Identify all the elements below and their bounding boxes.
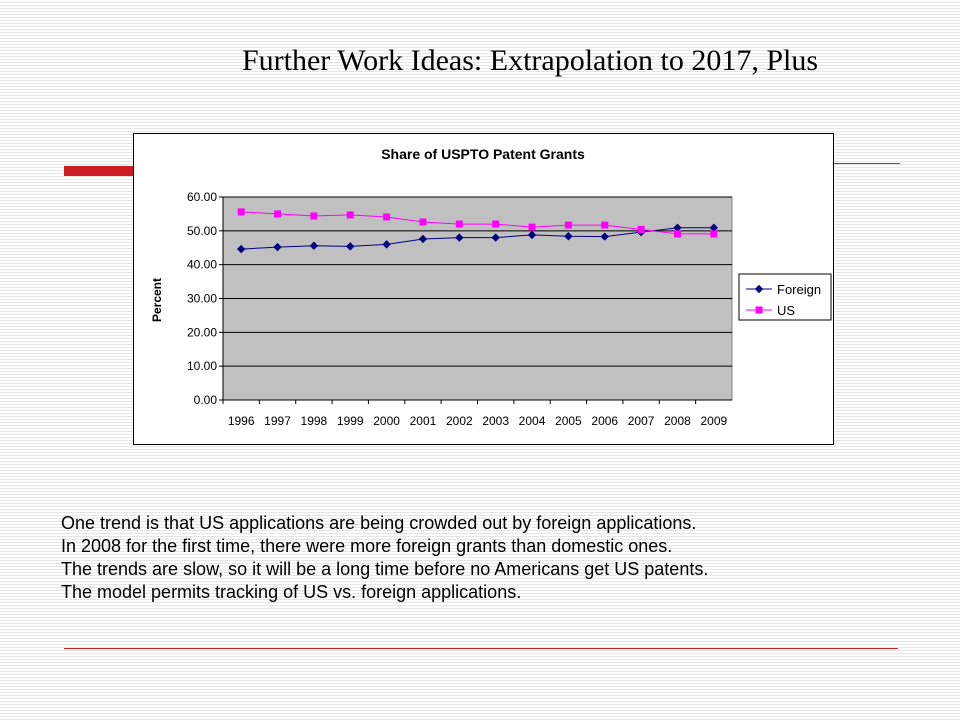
data-point-us: [710, 230, 718, 238]
y-tick-label: 10.00: [187, 359, 217, 373]
legend-label-us: US: [777, 303, 795, 318]
x-tick-label: 2001: [410, 414, 437, 428]
x-tick-label: 2008: [664, 414, 691, 428]
data-point-foreign: [455, 233, 464, 242]
data-point-foreign: [418, 234, 428, 244]
legend-label-foreign: Foreign: [777, 282, 821, 297]
data-point-foreign: [236, 244, 246, 254]
decorative-red-bar: [64, 166, 136, 176]
y-tick-label: 20.00: [187, 325, 217, 339]
x-tick-label: 2004: [519, 414, 546, 428]
body-line: One trend is that US applications are be…: [61, 513, 697, 533]
data-point-us: [383, 213, 391, 221]
chart-title: Share of USPTO Patent Grants: [381, 146, 585, 162]
data-point-us: [492, 220, 500, 228]
slide-title: Further Work Ideas: Extrapolation to 201…: [241, 44, 819, 77]
data-point-us: [528, 223, 536, 231]
x-tick-label: 1998: [301, 414, 328, 428]
data-point-foreign: [527, 230, 537, 240]
x-tick-label: 1996: [228, 414, 255, 428]
y-tick-label: 30.00: [187, 292, 217, 306]
legend-marker-us: [755, 306, 763, 314]
data-point-foreign: [382, 240, 391, 249]
data-point-foreign: [564, 232, 573, 241]
x-tick-label: 2005: [555, 414, 582, 428]
x-tick-label: 1999: [337, 414, 364, 428]
data-point-us: [274, 210, 282, 218]
x-tick-label: 2002: [446, 414, 473, 428]
body-line: In 2008 for the first time, there were m…: [61, 536, 673, 556]
data-point-us: [601, 221, 609, 229]
data-point-us: [237, 208, 245, 216]
line-chart: Share of USPTO Patent Grants Percent 0.0…: [133, 133, 834, 445]
x-tick-label: 2009: [700, 414, 727, 428]
legend-box: [738, 273, 832, 321]
body-line: The trends are slow, so it will be a lon…: [61, 559, 709, 579]
data-point-us: [455, 220, 463, 228]
x-tick-label: 2000: [373, 414, 400, 428]
series-line-us: [241, 211, 714, 235]
data-point-foreign: [309, 241, 319, 250]
y-tick-label: 60.00: [187, 190, 217, 204]
y-tick-label: 50.00: [187, 224, 217, 238]
x-tick-label: 2006: [591, 414, 618, 428]
data-point-us: [419, 218, 427, 226]
data-point-us: [310, 212, 318, 220]
x-tick-label: 2007: [628, 414, 655, 428]
body-text: One trend is that US applications are be…: [61, 512, 941, 604]
data-point-foreign: [273, 242, 282, 252]
data-point-us: [637, 225, 645, 233]
data-point-foreign: [346, 242, 355, 251]
data-point-us: [346, 211, 354, 219]
x-tick-label: 2003: [482, 414, 509, 428]
y-axis-label: Percent: [150, 278, 164, 322]
data-point-us: [564, 221, 572, 229]
data-point-us: [673, 230, 681, 238]
y-tick-label: 40.00: [187, 258, 217, 272]
data-point-foreign: [600, 232, 609, 241]
legend-marker-foreign: [754, 284, 764, 294]
x-tick-label: 1997: [264, 414, 291, 428]
decorative-red-line-bottom: [64, 648, 898, 649]
series-line-foreign: [241, 227, 714, 250]
decorative-red-line-top: [832, 163, 900, 164]
chart-svg: Share of USPTO Patent Grants Percent 0.0…: [150, 146, 832, 428]
body-line: The model permits tracking of US vs. for…: [61, 582, 522, 602]
y-tick-label: 0.00: [194, 393, 218, 407]
data-point-foreign: [491, 233, 500, 242]
